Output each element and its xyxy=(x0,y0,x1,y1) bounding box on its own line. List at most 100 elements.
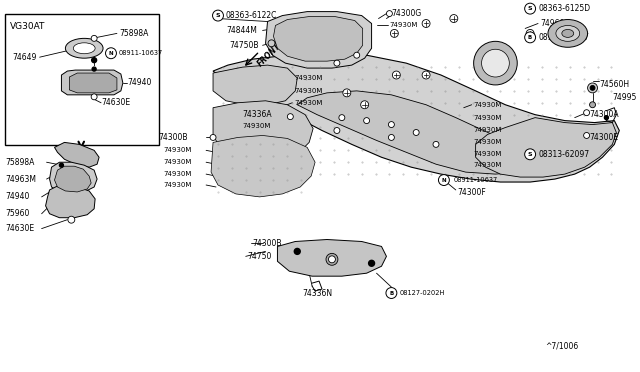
Circle shape xyxy=(422,20,430,28)
Circle shape xyxy=(92,67,96,71)
Circle shape xyxy=(364,118,369,124)
Circle shape xyxy=(588,83,598,93)
Polygon shape xyxy=(54,166,91,192)
Polygon shape xyxy=(213,53,620,182)
Text: 75898A: 75898A xyxy=(119,29,148,38)
Text: 74649: 74649 xyxy=(12,53,36,62)
Text: 75898A: 75898A xyxy=(5,158,35,167)
Polygon shape xyxy=(69,73,117,93)
Circle shape xyxy=(526,29,534,37)
Circle shape xyxy=(106,48,116,59)
Circle shape xyxy=(584,132,589,138)
Text: 74930M: 74930M xyxy=(163,159,192,165)
Text: 74930M: 74930M xyxy=(474,140,502,145)
Circle shape xyxy=(525,149,536,160)
Text: 74750: 74750 xyxy=(248,252,272,261)
Circle shape xyxy=(433,141,439,147)
Circle shape xyxy=(369,260,374,266)
Text: 08363-6125D: 08363-6125D xyxy=(538,4,590,13)
Circle shape xyxy=(326,253,338,265)
Circle shape xyxy=(60,163,63,167)
Text: 74930M: 74930M xyxy=(474,126,502,132)
Polygon shape xyxy=(61,70,123,95)
Circle shape xyxy=(268,40,275,47)
Circle shape xyxy=(481,49,509,77)
Circle shape xyxy=(92,58,97,62)
Text: 74930M: 74930M xyxy=(474,162,502,168)
Text: 74336N: 74336N xyxy=(302,289,332,298)
Circle shape xyxy=(361,101,369,109)
Circle shape xyxy=(525,32,536,43)
Text: N: N xyxy=(442,177,446,183)
Circle shape xyxy=(294,248,300,254)
Circle shape xyxy=(438,174,449,186)
Text: B: B xyxy=(528,35,532,40)
Text: 74930M: 74930M xyxy=(389,22,418,29)
Circle shape xyxy=(210,134,216,140)
Polygon shape xyxy=(476,118,616,177)
Text: VG30AT: VG30AT xyxy=(10,22,45,31)
Circle shape xyxy=(590,86,595,90)
Text: 74930M: 74930M xyxy=(294,100,323,106)
Circle shape xyxy=(334,60,340,66)
Circle shape xyxy=(339,115,345,121)
Text: 74930M: 74930M xyxy=(474,102,502,108)
Ellipse shape xyxy=(548,20,588,47)
Polygon shape xyxy=(297,91,563,174)
FancyBboxPatch shape xyxy=(5,14,159,145)
Circle shape xyxy=(584,110,589,116)
Text: 74300A: 74300A xyxy=(589,110,620,119)
Text: S: S xyxy=(528,6,532,11)
Text: 74940: 74940 xyxy=(127,78,151,87)
Circle shape xyxy=(589,102,596,108)
Ellipse shape xyxy=(74,43,95,54)
Polygon shape xyxy=(54,142,99,167)
Circle shape xyxy=(387,11,392,17)
Polygon shape xyxy=(49,162,97,194)
Polygon shape xyxy=(213,101,313,160)
Text: 74300B: 74300B xyxy=(159,133,188,142)
Circle shape xyxy=(474,41,517,85)
Circle shape xyxy=(386,288,397,298)
Circle shape xyxy=(287,114,293,120)
Text: 08911-10637: 08911-10637 xyxy=(119,50,163,56)
Text: 74930M: 74930M xyxy=(243,122,271,129)
Text: 74960: 74960 xyxy=(540,19,564,28)
Circle shape xyxy=(388,134,394,140)
Text: ^7/1006: ^7/1006 xyxy=(545,341,578,350)
Polygon shape xyxy=(273,17,363,61)
Circle shape xyxy=(212,10,223,21)
Circle shape xyxy=(334,128,340,134)
Circle shape xyxy=(91,35,97,41)
Text: FRONT: FRONT xyxy=(255,42,283,69)
Polygon shape xyxy=(278,240,387,276)
Polygon shape xyxy=(266,12,372,68)
Circle shape xyxy=(392,71,400,79)
Ellipse shape xyxy=(556,25,580,41)
Circle shape xyxy=(604,116,609,120)
Text: 74963M: 74963M xyxy=(5,174,36,183)
Text: S: S xyxy=(528,152,532,157)
Text: 74844M: 74844M xyxy=(226,26,257,35)
Text: 74995: 74995 xyxy=(612,93,637,102)
Text: 08911-10637: 08911-10637 xyxy=(454,177,498,183)
Ellipse shape xyxy=(65,38,103,58)
Text: B: B xyxy=(389,291,394,295)
Circle shape xyxy=(343,89,351,97)
Circle shape xyxy=(91,94,97,100)
Text: 74930M: 74930M xyxy=(163,171,192,177)
Circle shape xyxy=(450,15,458,22)
Circle shape xyxy=(388,122,394,128)
Text: 74560H: 74560H xyxy=(600,80,630,89)
Circle shape xyxy=(354,52,360,58)
Circle shape xyxy=(422,71,430,79)
Circle shape xyxy=(328,256,335,263)
Text: 74300G: 74300G xyxy=(392,9,422,18)
Text: 74930M: 74930M xyxy=(294,75,323,81)
Circle shape xyxy=(68,216,75,223)
Text: 74630E: 74630E xyxy=(5,224,34,233)
Text: 74630E: 74630E xyxy=(101,98,130,107)
Ellipse shape xyxy=(562,29,573,37)
Circle shape xyxy=(525,3,536,14)
Text: 74930M: 74930M xyxy=(474,151,502,157)
